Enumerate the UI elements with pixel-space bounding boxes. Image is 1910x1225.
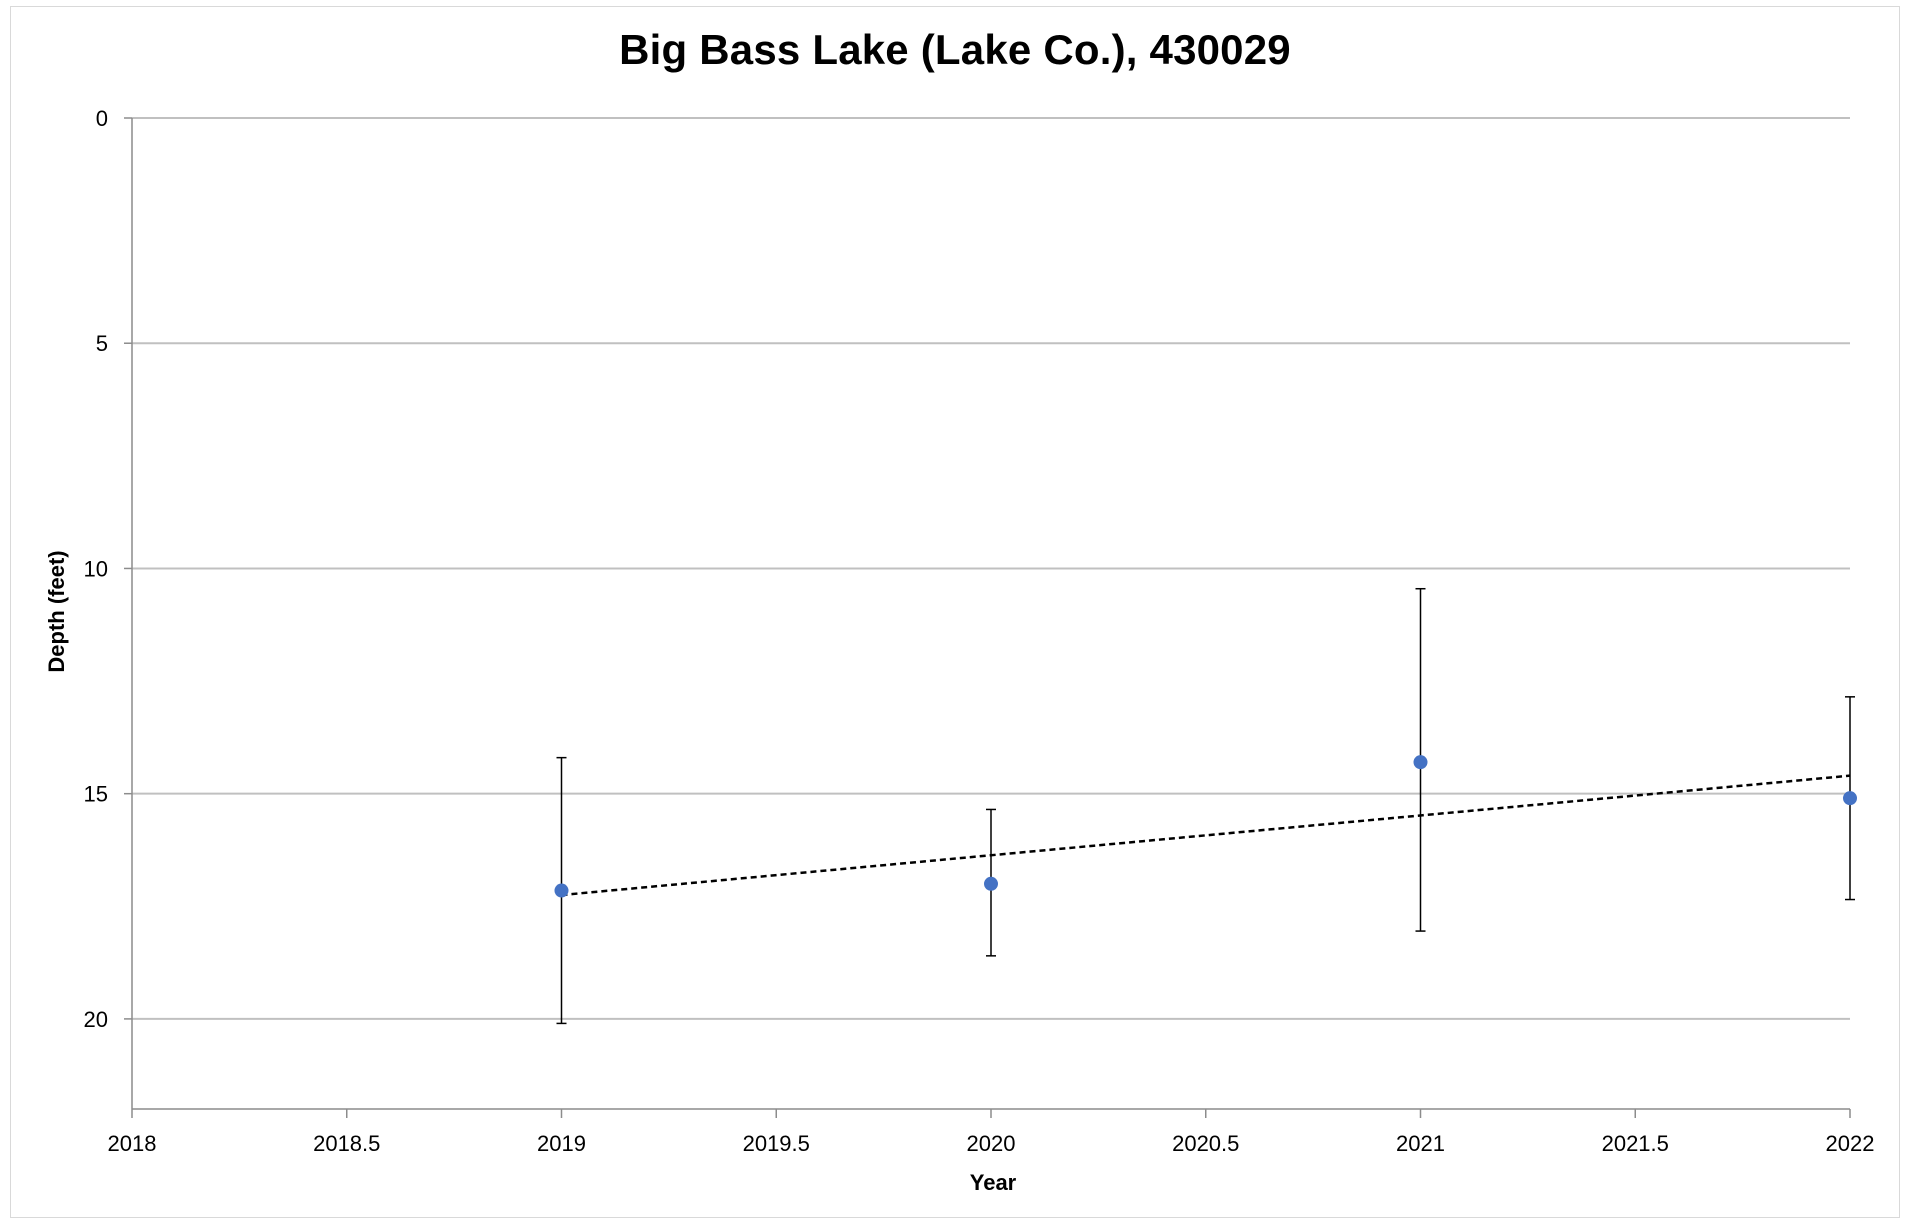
x-tick-label: 2020 xyxy=(967,1131,1016,1156)
axes xyxy=(124,117,1851,1118)
trendline xyxy=(561,774,1851,897)
data-point xyxy=(984,876,998,891)
data-point xyxy=(1843,791,1857,806)
x-axis-title: Year xyxy=(970,1170,1017,1195)
x-tick-label: 2021 xyxy=(1396,1131,1445,1156)
chart-title: Big Bass Lake (Lake Co.), 430029 xyxy=(619,26,1291,73)
data-points xyxy=(554,755,1857,898)
data-point xyxy=(554,883,569,898)
gridlines xyxy=(132,117,1850,1020)
x-tick-label: 2019.5 xyxy=(743,1131,810,1156)
trendline-group xyxy=(561,774,1851,897)
x-tick-label: 2022 xyxy=(1826,1131,1875,1156)
tick-labels: 0 5 10 15 20 2018 2018.5 2019 2019.5 2020 2020.5 20… xyxy=(84,106,1875,1156)
x-tick-label: 2019 xyxy=(537,1131,586,1156)
data-point xyxy=(1413,755,1428,770)
x-tick-label: 2018 xyxy=(108,1131,157,1156)
y-tick-label: 10 xyxy=(84,556,108,581)
y-tick-label: 0 xyxy=(96,106,108,131)
y-tick-label: 5 xyxy=(96,331,108,356)
x-tick-label: 2020.5 xyxy=(1172,1131,1239,1156)
x-tick-label: 2021.5 xyxy=(1602,1131,1669,1156)
y-tick-label: 15 xyxy=(84,782,108,807)
y-axis-title: Depth (feet) xyxy=(44,550,69,672)
y-tick-label: 20 xyxy=(84,1007,108,1032)
x-tick-label: 2018.5 xyxy=(313,1131,380,1156)
chart-frame xyxy=(10,6,1900,1218)
error-bars xyxy=(556,587,1855,1025)
